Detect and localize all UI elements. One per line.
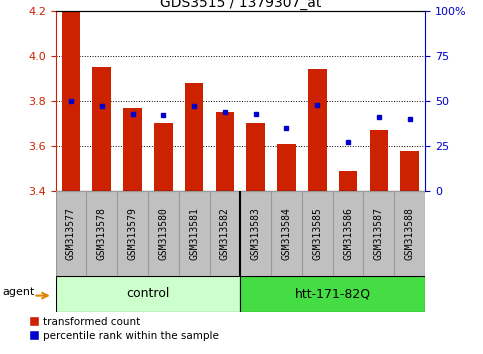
Text: GSM313580: GSM313580 (158, 207, 168, 260)
Bar (369, 130, 388, 191)
Bar (246, 124, 265, 191)
Bar (400, 150, 419, 191)
Text: GSM313579: GSM313579 (128, 207, 138, 260)
Text: GSM313582: GSM313582 (220, 207, 230, 260)
Text: GSM313588: GSM313588 (405, 207, 414, 260)
Text: GSM313578: GSM313578 (97, 207, 107, 260)
Text: control: control (126, 287, 170, 300)
Text: htt-171-82Q: htt-171-82Q (295, 287, 371, 300)
Text: agent: agent (3, 287, 35, 297)
Bar (277, 144, 296, 191)
Bar (240, 276, 425, 312)
Text: GSM313581: GSM313581 (189, 207, 199, 260)
Text: GSM313583: GSM313583 (251, 207, 261, 260)
Bar (56, 276, 241, 312)
Bar (123, 108, 142, 191)
Bar (154, 124, 172, 191)
Text: GSM313586: GSM313586 (343, 207, 353, 260)
Text: GSM313577: GSM313577 (66, 207, 76, 260)
Text: GSM313587: GSM313587 (374, 207, 384, 260)
Title: GDS3515 / 1379307_at: GDS3515 / 1379307_at (159, 0, 321, 10)
Bar (215, 112, 234, 191)
Bar (185, 83, 203, 191)
Bar (308, 69, 327, 191)
Bar (62, 11, 80, 191)
Legend: transformed count, percentile rank within the sample: transformed count, percentile rank withi… (29, 317, 219, 341)
Text: GSM313585: GSM313585 (313, 207, 322, 260)
Bar (92, 67, 111, 191)
Bar (339, 171, 357, 191)
Text: GSM313584: GSM313584 (282, 207, 291, 260)
